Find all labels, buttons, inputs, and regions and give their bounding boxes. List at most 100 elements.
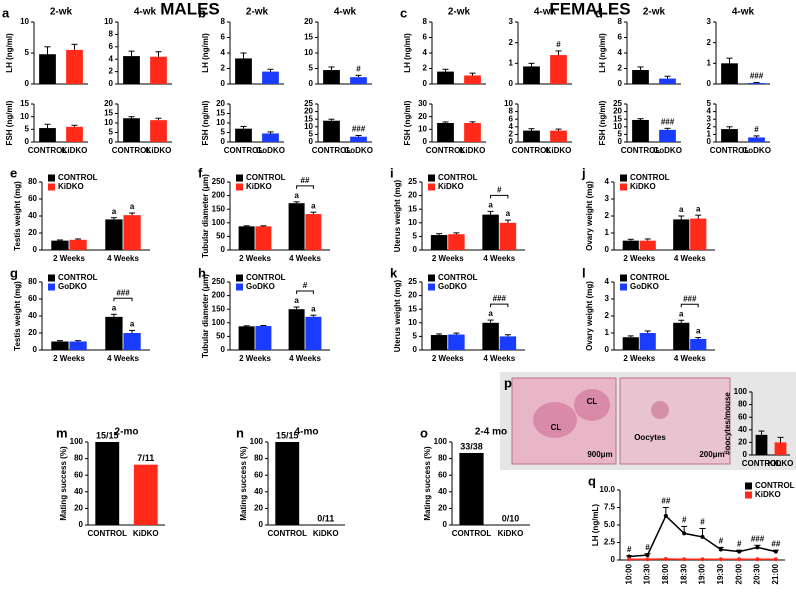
y-tick-label: 40 <box>28 211 37 220</box>
legend-swatch <box>236 283 243 291</box>
bar <box>51 240 69 250</box>
bar <box>95 442 120 525</box>
y-tick-label: 2 <box>423 64 428 73</box>
y-tick-label: 25 <box>408 177 417 186</box>
bar <box>721 63 738 84</box>
y-tick-label: 8 <box>618 17 623 26</box>
legend-swatch <box>428 283 435 291</box>
y-tick-label: 80 <box>438 454 447 463</box>
point <box>645 553 650 558</box>
x-tick-label: 2 Weeks <box>53 354 85 363</box>
legend-label: CONTROL <box>58 273 98 282</box>
x-tick-label: 2 Weeks <box>432 354 464 363</box>
bracket-label: ### <box>116 288 130 297</box>
bar <box>262 71 279 84</box>
bar <box>275 442 300 525</box>
value-label: 15/15 <box>276 430 299 440</box>
panel-letter: d <box>595 5 603 20</box>
y-tick-label: 8 <box>221 17 226 26</box>
y-tick-label: 10.0 <box>599 485 615 494</box>
x-tick-label: 4 Weeks <box>107 254 139 263</box>
panel-letter: q <box>588 473 596 488</box>
y-tick-label: 200 <box>212 191 226 200</box>
y-tick-label: 50 <box>216 332 225 341</box>
y-tick-label: 2 <box>221 64 226 73</box>
chart-title: 2-wk <box>50 7 73 18</box>
bar <box>105 316 123 350</box>
y-tick-label: 0 <box>618 137 623 146</box>
y-tick-label: 20 <box>613 107 622 116</box>
bar <box>774 442 787 455</box>
legend-swatch <box>745 491 752 499</box>
x-tick-label: 19:00 <box>698 563 707 584</box>
y-tick-label: 250 <box>212 177 226 186</box>
chart-title: 4-mo <box>295 427 319 438</box>
y-tick-label: 0 <box>221 345 226 354</box>
y-tick-label: 4 <box>707 107 712 116</box>
y-tick-label: 0 <box>707 137 712 146</box>
x-tick-label: CONTROL <box>512 146 552 155</box>
legend-label: GoDKO <box>438 282 467 291</box>
y-tick-label: 0 <box>743 450 748 459</box>
y-tick-label: 2.5 <box>604 538 616 547</box>
y-tick-label: 30 <box>418 99 427 108</box>
x-tick-label: 2 Weeks <box>432 254 464 263</box>
annotation: ## <box>771 539 780 548</box>
bar <box>464 75 481 84</box>
y-tick-label: 3 <box>707 114 712 123</box>
y-axis-label: LH (ng/mL) <box>591 504 600 547</box>
annotation: # <box>627 545 632 554</box>
y-axis-label: Mating success (%) <box>423 446 432 521</box>
y-tick-label: 25 <box>613 99 622 108</box>
annotation: ### <box>750 72 764 81</box>
bar <box>499 336 517 350</box>
y-tick-label: 80 <box>254 454 263 463</box>
y-tick-label: 2 <box>618 64 623 73</box>
panel-letter: i <box>390 165 394 180</box>
legend-label: GoDKO <box>246 282 275 291</box>
legend-swatch <box>48 283 55 291</box>
y-tick-label: 2 <box>605 311 610 320</box>
bar <box>305 214 322 250</box>
y-tick-label: 0 <box>33 345 38 354</box>
tissue <box>651 401 669 419</box>
annotation: ## <box>661 497 670 506</box>
annotation: a <box>311 304 316 313</box>
panel-letter: n <box>236 425 244 440</box>
y-tick-label: 4 <box>605 277 610 286</box>
y-axis-label: Mating success (%) <box>239 446 248 521</box>
y-tick-label: 2 <box>707 122 712 131</box>
bar <box>288 203 305 250</box>
chart-title: 4-wk <box>534 7 557 18</box>
y-axis-label: Testis weight (mg) <box>13 281 22 351</box>
annotation: # <box>556 40 561 49</box>
y-tick-label: 15 <box>408 304 417 313</box>
legend-swatch <box>236 183 243 191</box>
x-tick-label: 20:00 <box>734 563 743 584</box>
bar <box>133 464 158 525</box>
bracket <box>113 297 133 302</box>
legend-label: KiDKO <box>246 182 272 191</box>
y-axis-label: Tubular diameter (μm) <box>201 274 210 358</box>
y-tick-label: 4 <box>509 122 514 131</box>
y-axis-label: Mating success (%) <box>59 446 68 521</box>
y-tick-label: 0 <box>618 79 623 88</box>
y-tick-label: 20 <box>104 99 113 108</box>
x-tick-label: 4 Weeks <box>289 254 321 263</box>
y-tick-label: 100 <box>70 437 84 446</box>
chart-title: 2-wk <box>643 7 666 18</box>
y-tick-label: 60 <box>438 470 447 479</box>
point <box>663 513 668 518</box>
section-header: MALES <box>160 0 220 18</box>
bar <box>255 226 272 250</box>
bar <box>235 128 252 142</box>
bar <box>238 326 255 350</box>
bar <box>622 337 639 350</box>
y-tick-label: 40 <box>74 487 83 496</box>
y-tick-label: 20 <box>738 438 747 447</box>
legend-label: CONTROL <box>630 173 670 182</box>
y-tick-label: 10 <box>104 118 113 127</box>
y-tick-label: 10 <box>304 48 313 57</box>
y-tick-label: 5 <box>309 130 314 139</box>
y-tick-label: 7.5 <box>604 503 616 512</box>
